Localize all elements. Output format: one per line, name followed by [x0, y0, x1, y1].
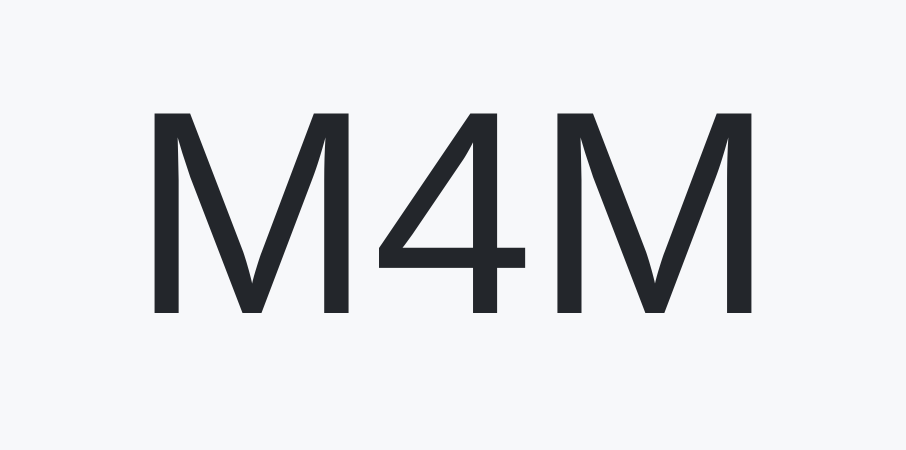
logo-text: M4M [130, 51, 776, 375]
